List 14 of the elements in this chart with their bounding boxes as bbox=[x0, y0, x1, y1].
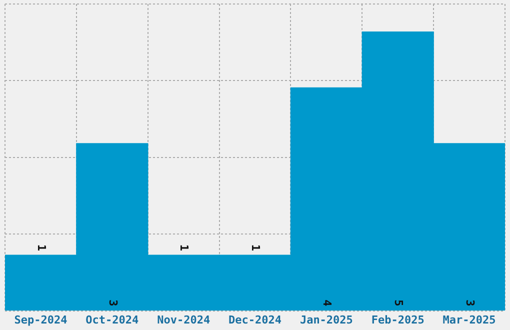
data-label: 5 bbox=[392, 300, 405, 306]
x-tick-label: Sep-2024 bbox=[14, 313, 68, 326]
data-label: 4 bbox=[320, 300, 334, 307]
data-label: 3 bbox=[106, 300, 120, 306]
data-label: 1 bbox=[249, 244, 262, 252]
x-tick-label: Jan-2025 bbox=[300, 313, 353, 326]
x-tick-label: Dec-2024 bbox=[228, 313, 282, 326]
x-tick-label: Nov-2024 bbox=[157, 313, 210, 326]
x-tick-label: Feb-2025 bbox=[371, 313, 424, 326]
data-label: 3 bbox=[463, 300, 476, 306]
data-label: 1 bbox=[34, 244, 48, 252]
x-tick-label: Oct-2024 bbox=[86, 313, 140, 326]
data-label: 1 bbox=[178, 244, 191, 252]
x-tick-label: Mar-2025 bbox=[442, 313, 496, 326]
